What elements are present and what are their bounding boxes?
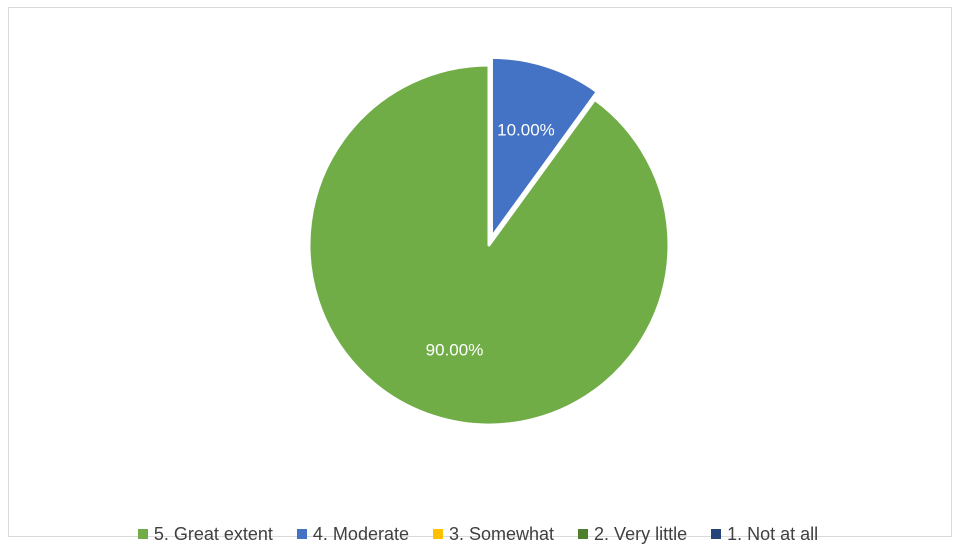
legend-label: 1. Not at all — [727, 523, 819, 544]
pie-slice-2 — [489, 55, 599, 239]
pie-slice-1 — [307, 63, 671, 427]
legend-label: 2. Very little — [594, 523, 688, 544]
legend-swatch — [711, 529, 722, 539]
legend-swatch — [432, 529, 443, 539]
legend-item-2: 4. Moderate — [296, 523, 409, 545]
legend-item-3: 3. Somewhat — [432, 523, 555, 545]
legend-swatch — [578, 529, 589, 539]
legend-label: 4. Moderate — [312, 523, 409, 544]
legend-label: 5. Great extent — [153, 523, 273, 544]
legend-item-5: 1. Not at all — [711, 524, 818, 545]
legend-swatch — [296, 529, 307, 539]
legend: 5. Great extent 4. Moderate 3. Somewhat 2. … — [0, 520, 956, 548]
legend-label: 3. Somewhat — [448, 523, 555, 544]
pie-chart: 90.00% 10.00% — [307, 55, 671, 427]
data-label-1: 90.00% — [426, 341, 484, 360]
data-label-2: 10.00% — [497, 121, 555, 140]
legend-swatch — [137, 529, 148, 539]
legend-item-4: 2. Very little — [578, 524, 687, 545]
legend-item-1: 5. Great extent — [137, 523, 273, 545]
